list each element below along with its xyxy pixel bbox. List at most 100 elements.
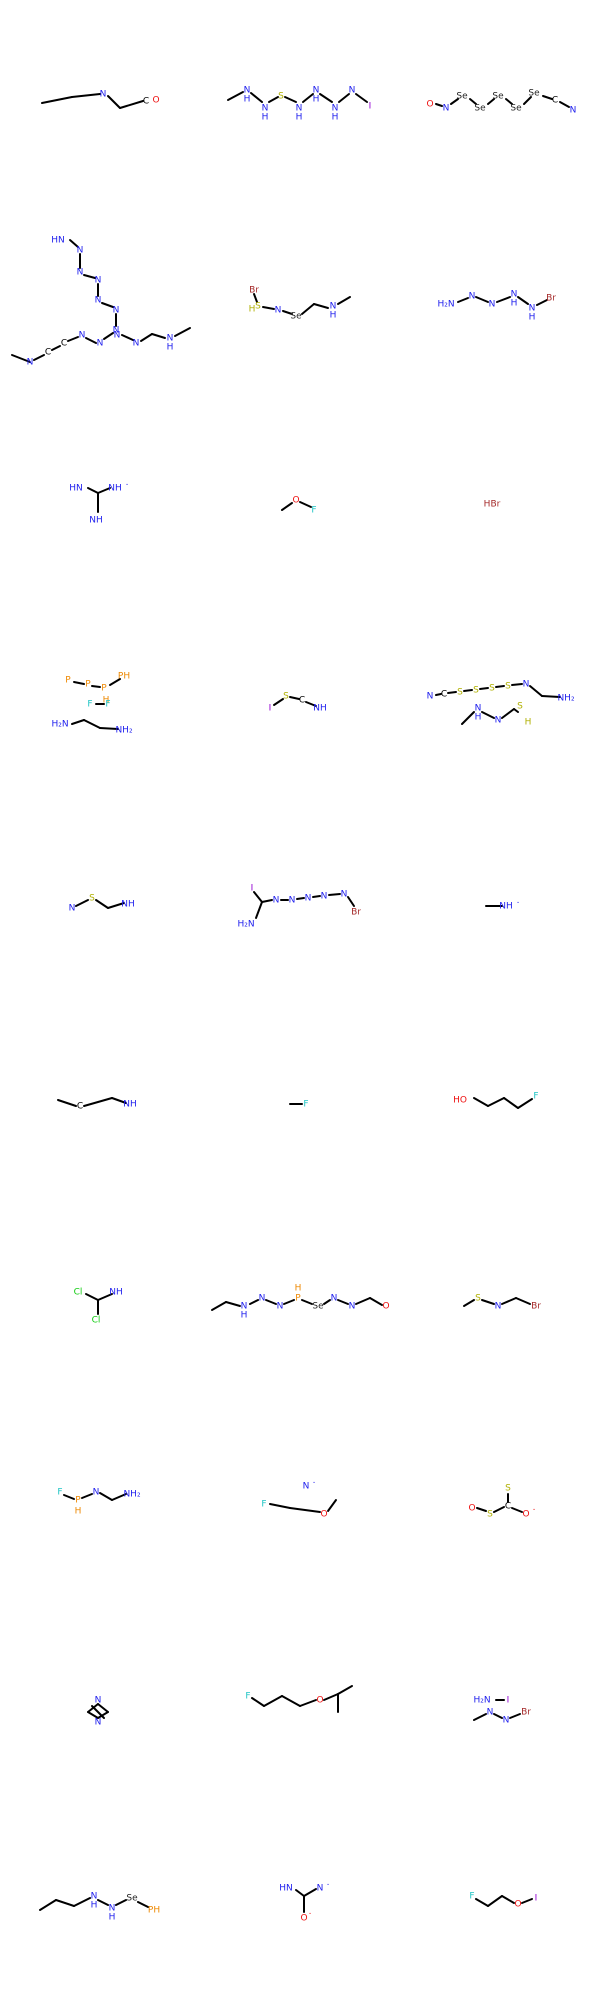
bond bbox=[55, 1899, 75, 1907]
bond bbox=[305, 701, 317, 707]
bond bbox=[67, 336, 79, 342]
bond bbox=[111, 1097, 127, 1104]
bond bbox=[523, 96, 532, 105]
atom-label: I bbox=[507, 1696, 510, 1706]
bond bbox=[509, 1713, 521, 1719]
atom-label: H bbox=[296, 113, 303, 123]
bond bbox=[211, 1301, 227, 1311]
atom-label: N bbox=[349, 86, 356, 96]
bond bbox=[469, 98, 477, 105]
bond bbox=[536, 299, 548, 306]
atom-label: F bbox=[533, 1092, 538, 1102]
bond bbox=[501, 708, 515, 719]
atom-label: S bbox=[278, 92, 284, 102]
atom-label: S bbox=[487, 1510, 493, 1520]
atom-label: N bbox=[109, 1904, 116, 1914]
atom-label: H bbox=[332, 113, 339, 123]
bond bbox=[521, 1898, 533, 1904]
bond bbox=[347, 896, 355, 907]
atom-label: N bbox=[303, 1482, 310, 1492]
atom-label: N bbox=[341, 890, 348, 900]
atom-label: Br bbox=[546, 294, 556, 304]
bond bbox=[91, 685, 101, 688]
atom-label: NH bbox=[121, 900, 135, 910]
atom-label: N bbox=[77, 246, 84, 256]
atom-label: Se bbox=[474, 104, 486, 114]
bond bbox=[435, 103, 443, 107]
bond bbox=[115, 1899, 127, 1906]
molecule-22: F PH N NH₂ bbox=[57, 1488, 141, 1517]
bond bbox=[487, 1097, 505, 1107]
atom-label: P bbox=[85, 680, 91, 690]
bond bbox=[97, 1293, 113, 1301]
atom-label: NH₂ bbox=[115, 726, 133, 736]
atom-label: N bbox=[523, 680, 530, 690]
bond bbox=[493, 1713, 503, 1719]
atom-label: H₂N bbox=[437, 300, 454, 310]
bond bbox=[281, 502, 293, 511]
atom-label: N bbox=[95, 276, 102, 286]
atom-label: I bbox=[535, 1894, 538, 1904]
atom-label: C bbox=[299, 696, 305, 706]
bond bbox=[513, 708, 519, 713]
atom-label: S bbox=[89, 894, 95, 904]
bond bbox=[121, 334, 134, 341]
atom-label: N bbox=[332, 104, 339, 114]
bond bbox=[273, 698, 284, 706]
molecule-19: Cl NH Cl bbox=[74, 1288, 123, 1326]
bond bbox=[225, 1301, 241, 1307]
molecule-11: S I C NH bbox=[269, 692, 327, 714]
bond bbox=[289, 1507, 321, 1513]
atom-label: N bbox=[113, 306, 120, 316]
atom-label: O bbox=[468, 1504, 475, 1514]
atom-label: HBr bbox=[484, 500, 501, 510]
atom-label: Cl bbox=[74, 1288, 83, 1298]
atom-label: H bbox=[103, 696, 110, 706]
atom-label: N bbox=[133, 339, 140, 349]
atom-label: · bbox=[517, 899, 520, 909]
atom-label: N bbox=[95, 296, 102, 306]
atom-label: N bbox=[330, 302, 337, 312]
bond bbox=[447, 691, 457, 694]
atom-label: HN bbox=[51, 236, 65, 246]
atom-label: · bbox=[126, 481, 129, 491]
bond bbox=[81, 1493, 93, 1499]
atom-label: O bbox=[300, 1914, 307, 1924]
bond bbox=[107, 902, 125, 909]
bond bbox=[11, 354, 31, 363]
bond bbox=[505, 98, 513, 105]
bond bbox=[369, 1297, 383, 1306]
bond bbox=[303, 1888, 317, 1897]
atom-label: Br bbox=[521, 1708, 531, 1718]
bond bbox=[87, 487, 99, 494]
atom-label: H bbox=[167, 343, 174, 353]
molecule-23: N · F O bbox=[261, 1479, 337, 1520]
molecule-1: N C O bbox=[41, 90, 160, 109]
bond bbox=[71, 719, 85, 725]
bond bbox=[41, 96, 73, 104]
bond bbox=[503, 1097, 519, 1109]
atom-label: S bbox=[473, 686, 479, 696]
bond bbox=[85, 1293, 99, 1301]
molecule-8: OF bbox=[281, 496, 317, 516]
atom-label: C bbox=[552, 96, 558, 106]
atom-label: N bbox=[93, 1488, 100, 1498]
atom-label: NH bbox=[109, 1288, 123, 1298]
molecule-30: FOI bbox=[469, 1892, 537, 1910]
molecule-21: S N Br bbox=[463, 1294, 541, 1312]
bond bbox=[301, 1299, 313, 1305]
atom-label: O bbox=[382, 1302, 389, 1312]
atom-label: I bbox=[251, 884, 254, 894]
bond bbox=[495, 685, 505, 688]
atom-label: N bbox=[69, 904, 76, 914]
atom-label: S bbox=[505, 682, 511, 692]
atom-label: PH bbox=[148, 1906, 160, 1916]
bond bbox=[33, 354, 45, 361]
bond bbox=[119, 100, 144, 109]
atom-label: Se bbox=[492, 92, 504, 102]
bond bbox=[323, 1693, 339, 1701]
bond bbox=[328, 893, 341, 896]
